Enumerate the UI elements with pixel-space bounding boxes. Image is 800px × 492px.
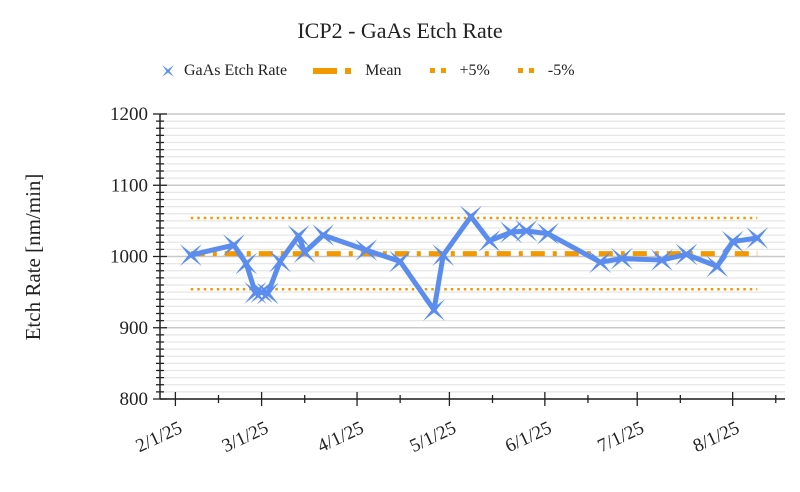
y-axis-label: Etch Rate [nm/min] (21, 174, 45, 341)
legend-label: GaAs Etch Rate (184, 62, 288, 79)
x-tick-label: 3/1/25 (219, 417, 272, 457)
data-point-marker (589, 251, 612, 274)
data-point-marker (515, 219, 538, 242)
legend-label: Mean (365, 62, 402, 79)
x-tick-label: 4/1/25 (314, 417, 367, 457)
y-tick-label: 1100 (111, 175, 148, 196)
data-point-marker (721, 230, 744, 253)
x-tick-label: 8/1/25 (690, 417, 743, 457)
data-point-marker (355, 239, 378, 262)
x-tick-label: 5/1/25 (407, 417, 460, 457)
data-point-marker (389, 250, 412, 273)
data-point-marker (235, 252, 258, 275)
data-point-marker (222, 234, 245, 257)
x-tick-label: 6/1/25 (502, 417, 555, 457)
legend-item-etch-rate: GaAs Etch Rate (160, 62, 287, 80)
data-point-marker (706, 255, 729, 278)
data-point-marker (432, 244, 455, 267)
x-tick-label: 7/1/25 (594, 417, 647, 457)
data-point-marker (536, 222, 559, 245)
legend: GaAs Etch Rate Mean +5% -5% (160, 62, 601, 80)
data-point-marker (269, 250, 292, 273)
y-tick-label: 900 (120, 318, 149, 339)
legend-label: -5% (547, 62, 575, 79)
y-tick-label: 1000 (110, 247, 148, 268)
data-point-marker (610, 247, 633, 270)
data-point-marker (746, 226, 769, 249)
data-point-marker (478, 229, 501, 252)
legend-item-minus5: -5% (516, 62, 575, 80)
dash-dot-line-icon (313, 68, 352, 74)
data-point-marker (499, 221, 522, 244)
data-point-marker (650, 249, 673, 272)
data-point-marker (250, 281, 273, 304)
data-point-marker (312, 224, 335, 247)
star-x-marker-icon (162, 65, 174, 77)
dotted-line-icon (429, 68, 446, 73)
x-tick-label: 2/1/25 (133, 417, 186, 457)
data-point-marker (256, 282, 279, 305)
data-point-marker (179, 244, 202, 267)
legend-item-plus5: +5% (428, 62, 490, 80)
data-point-marker (675, 243, 698, 266)
data-point-marker (293, 241, 316, 264)
data-point-marker (287, 224, 310, 247)
data-point-marker (459, 205, 482, 228)
dotted-line-icon (517, 68, 534, 73)
y-tick-label: 1200 (110, 104, 148, 125)
legend-item-mean: Mean (313, 62, 402, 80)
y-tick-label: 800 (120, 389, 149, 410)
chart-title: ICP2 - GaAs Etch Rate (297, 18, 503, 43)
data-point-marker (423, 298, 446, 321)
legend-label: +5% (459, 62, 490, 79)
